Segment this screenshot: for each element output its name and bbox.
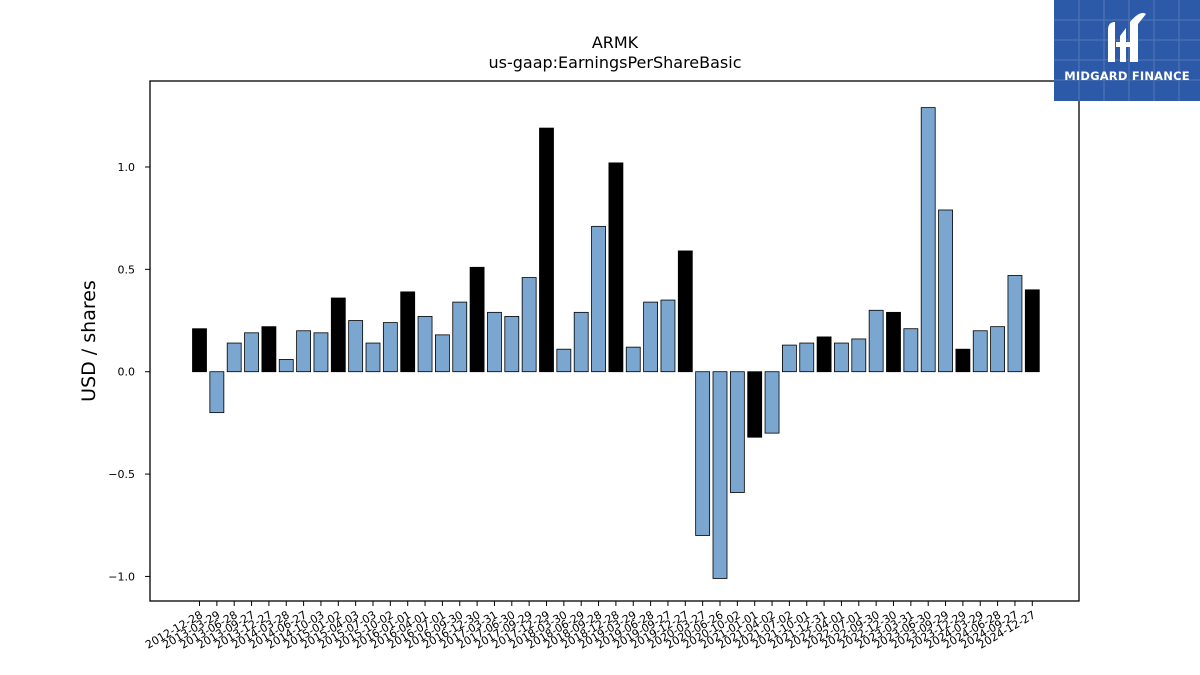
bar bbox=[382, 322, 398, 373]
bar bbox=[504, 316, 520, 373]
bar bbox=[521, 277, 537, 373]
bar bbox=[348, 320, 364, 373]
bar bbox=[226, 342, 242, 373]
bar bbox=[868, 309, 884, 373]
bar bbox=[903, 328, 919, 373]
bar bbox=[261, 326, 277, 373]
bar bbox=[192, 328, 207, 373]
bar bbox=[747, 371, 763, 438]
bar bbox=[955, 348, 971, 373]
bar bbox=[539, 127, 554, 373]
logo-text: MIDGARD FINANCE bbox=[1064, 69, 1190, 83]
chart-subtitle: us-gaap:EarningsPerShareBasic bbox=[488, 53, 741, 72]
y-tick-label: 0.0 bbox=[118, 366, 136, 379]
bar bbox=[591, 225, 606, 373]
bar bbox=[729, 371, 745, 493]
bar bbox=[782, 344, 797, 373]
bar bbox=[487, 311, 502, 373]
bar bbox=[608, 162, 624, 373]
bar bbox=[625, 346, 641, 373]
bar bbox=[712, 371, 728, 579]
bar bbox=[244, 332, 259, 373]
bar bbox=[834, 342, 849, 373]
bar bbox=[365, 342, 381, 373]
bar bbox=[990, 326, 1005, 373]
y-tick-label: −1.0 bbox=[108, 570, 135, 583]
bar bbox=[296, 330, 312, 373]
bar bbox=[400, 291, 416, 373]
bar bbox=[313, 332, 329, 373]
bar bbox=[938, 209, 953, 373]
bars-group bbox=[192, 107, 1040, 579]
bar bbox=[972, 330, 988, 373]
x-axis-ticks: 2012-12-282013-03-292013-06-282013-09-27… bbox=[143, 601, 1038, 652]
bar bbox=[799, 342, 815, 373]
midgard-finance-logo: MIDGARD FINANCE bbox=[1054, 0, 1200, 101]
y-tick-label: −0.5 bbox=[108, 468, 135, 481]
bar bbox=[434, 334, 450, 373]
bar bbox=[278, 359, 294, 373]
y-tick-label: 1.0 bbox=[118, 161, 136, 174]
bar bbox=[920, 107, 936, 373]
bar bbox=[417, 316, 433, 373]
bar bbox=[851, 338, 867, 373]
bar bbox=[886, 311, 901, 373]
bar bbox=[764, 371, 780, 434]
bar bbox=[330, 297, 346, 373]
plot-frame bbox=[149, 80, 1080, 602]
bar bbox=[556, 348, 572, 373]
bar bbox=[677, 250, 693, 373]
bar bbox=[452, 301, 468, 373]
bar bbox=[573, 311, 589, 373]
bar bbox=[469, 266, 485, 373]
bar bbox=[1024, 289, 1040, 373]
bar bbox=[643, 301, 658, 373]
bar bbox=[660, 299, 676, 373]
bar bbox=[209, 371, 225, 414]
y-tick-label: 0.5 bbox=[118, 263, 136, 276]
midgard-m-logo-icon bbox=[1054, 0, 1200, 101]
bar bbox=[816, 336, 832, 373]
chart-title: ARMK bbox=[592, 33, 639, 52]
bar bbox=[1007, 275, 1023, 373]
y-axis-ticks: −1.0 −0.5 0.0 0.5 1.0 bbox=[108, 161, 150, 583]
y-axis-label: USD / shares bbox=[78, 280, 100, 402]
bar bbox=[695, 371, 711, 536]
